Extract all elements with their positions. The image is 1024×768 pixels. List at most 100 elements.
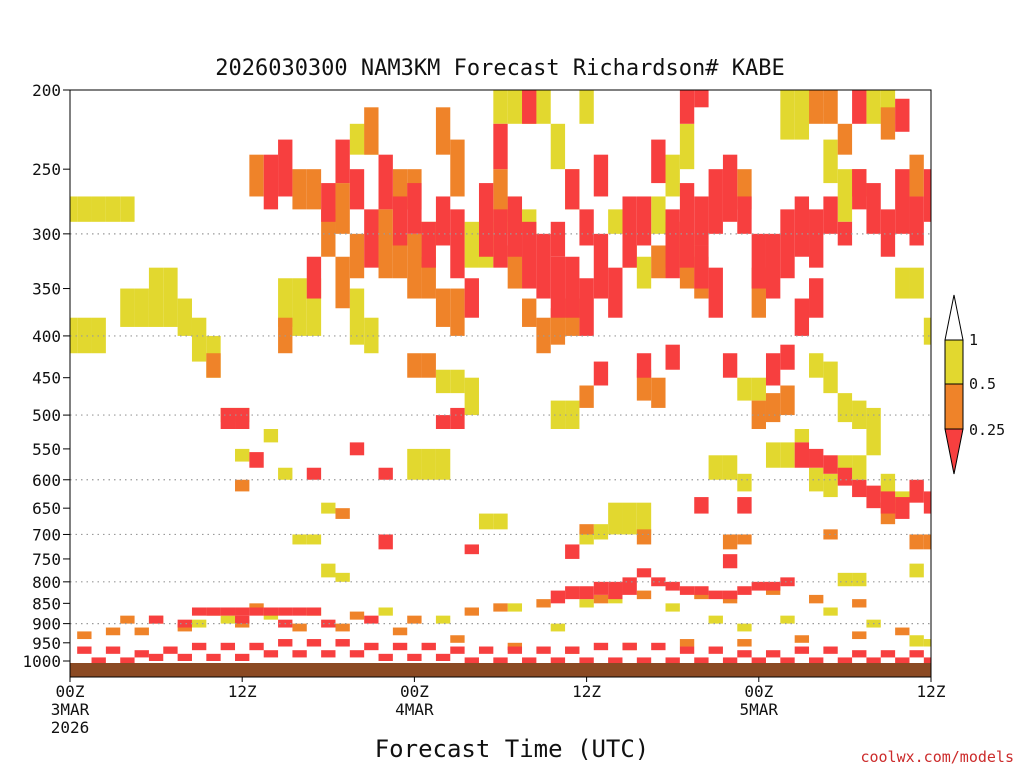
ri-cell <box>278 278 293 327</box>
ri-cell <box>852 90 867 124</box>
ri-cell <box>550 221 566 257</box>
ri-cell <box>120 615 135 624</box>
ri-cell <box>134 627 149 636</box>
ri-cell <box>349 169 365 210</box>
ri-cell <box>220 615 236 624</box>
ri-cell <box>593 581 609 595</box>
ri-cell <box>895 169 910 234</box>
ri-cell <box>593 361 609 386</box>
ri-cell <box>737 623 752 632</box>
ri-cell <box>579 657 594 665</box>
ri-cell <box>823 139 838 184</box>
ri-cell <box>407 233 422 299</box>
ri-cell <box>392 627 408 636</box>
ri-cell <box>852 479 867 498</box>
ri-cell <box>565 400 580 429</box>
ri-cell <box>679 646 695 654</box>
ri-cell <box>593 594 609 604</box>
ri-cell <box>923 169 931 222</box>
ri-cell <box>278 139 293 197</box>
ri-cell <box>335 139 350 184</box>
x-tick-label: 00Z <box>400 682 429 701</box>
colorbar-top-arrow <box>944 294 964 341</box>
ri-cell <box>636 657 652 665</box>
ri-cell <box>292 607 307 616</box>
ri-cell <box>349 233 365 279</box>
ri-cell <box>636 529 652 545</box>
ri-cell <box>148 653 164 661</box>
ri-cell <box>895 267 910 299</box>
ri-cell <box>794 90 810 140</box>
ri-cell <box>378 154 393 210</box>
ri-cell <box>923 657 931 665</box>
ri-cell <box>493 209 508 268</box>
credit-text: coolwx.com/models <box>860 748 1014 766</box>
ri-cell <box>364 107 379 155</box>
ri-cell <box>852 169 867 210</box>
ri-cell <box>177 298 192 336</box>
ri-cell <box>306 607 322 616</box>
ri-cell <box>435 415 451 429</box>
ri-cell <box>191 317 207 362</box>
ri-cell <box>895 627 910 636</box>
y-tick-label: 500 <box>32 406 61 425</box>
ri-cell <box>679 639 695 647</box>
ri-cell <box>77 196 92 222</box>
ri-cell <box>923 639 931 647</box>
ri-cell <box>852 631 867 640</box>
ri-cell <box>522 221 537 289</box>
ri-cell <box>852 650 867 658</box>
ri-cell <box>608 657 623 665</box>
ri-cell <box>751 581 766 591</box>
ri-cell <box>522 298 537 327</box>
ri-cell <box>708 646 723 654</box>
y-tick-label: 700 <box>32 525 61 544</box>
ri-cell <box>435 615 451 624</box>
ground-fill <box>70 663 931 677</box>
plot-frame <box>69 89 932 678</box>
ri-cell <box>522 657 537 665</box>
ri-cell <box>651 139 666 184</box>
x-tick-label: 3MAR <box>51 700 90 719</box>
colorbar-bottom-arrow <box>944 428 964 475</box>
ri-cell <box>550 590 566 604</box>
ri-cell <box>206 607 221 616</box>
ri-cell <box>651 245 666 279</box>
ri-cell <box>880 650 896 658</box>
ri-cell <box>651 196 666 234</box>
ri-cell <box>823 646 838 654</box>
x-tick-label: 5MAR <box>740 700 779 719</box>
ri-cell <box>737 497 752 514</box>
ri-cell <box>737 534 752 545</box>
ri-cell <box>866 485 881 509</box>
ri-cell <box>809 657 824 665</box>
ri-cell <box>522 90 537 124</box>
ri-cell <box>593 642 609 651</box>
ri-cell <box>464 278 479 318</box>
ri-cell <box>765 442 781 468</box>
ri-cell <box>550 256 566 318</box>
ri-cell <box>105 646 121 654</box>
ri-cell <box>450 288 465 336</box>
ri-cell <box>909 650 924 658</box>
ri-cell <box>235 448 250 462</box>
ri-cell <box>392 196 408 246</box>
ri-cell <box>249 154 264 197</box>
ri-cell <box>866 429 881 456</box>
ri-cell <box>177 619 192 628</box>
ri-cell <box>636 568 652 578</box>
ri-cell <box>220 607 236 616</box>
ri-cell <box>823 196 838 234</box>
ri-cell <box>321 183 336 222</box>
ri-cell <box>837 467 853 486</box>
x-tick-label: 4MAR <box>395 700 434 719</box>
ri-cell <box>364 615 379 624</box>
ri-cell <box>550 400 566 429</box>
ri-cell <box>622 642 637 651</box>
ri-cell <box>880 209 896 257</box>
y-tick-label: 200 <box>32 81 61 100</box>
ri-cell <box>679 90 695 124</box>
ri-cell <box>823 90 838 124</box>
ri-cell <box>722 353 738 378</box>
ri-cell <box>306 256 322 299</box>
